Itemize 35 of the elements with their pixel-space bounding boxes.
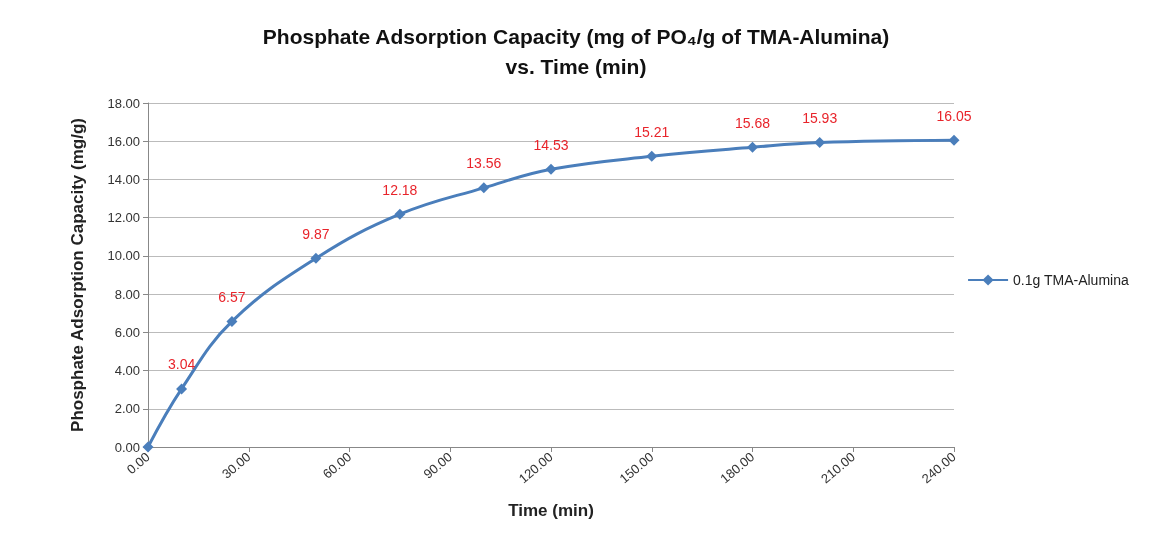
data-label: 3.04 <box>167 356 196 373</box>
point <box>310 252 322 264</box>
point <box>142 441 154 453</box>
data-label: 9.87 <box>302 225 330 242</box>
legend-label: 0.1g TMA-Alumina <box>1013 272 1129 288</box>
y-tick-label: 0.00 <box>114 439 140 455</box>
point <box>545 163 557 175</box>
point <box>747 141 758 153</box>
data-label: 14.53 <box>533 136 569 153</box>
point <box>478 182 490 194</box>
data-label: 16.05 <box>936 107 972 124</box>
data-label: 6.57 <box>218 288 246 305</box>
data-label: 15.21 <box>634 123 670 140</box>
x-axis-title: Time (min) <box>508 501 594 520</box>
point <box>814 137 826 149</box>
point <box>226 315 238 327</box>
point <box>948 134 960 146</box>
y-tick-label: 12.00 <box>107 210 140 226</box>
data-label: 12.18 <box>382 181 418 198</box>
point <box>646 150 658 162</box>
data-label: 15.68 <box>734 114 771 131</box>
y-tick-label: 8.00 <box>114 286 140 302</box>
y-tick-label: 6.00 <box>114 324 140 340</box>
data-label: 15.93 <box>802 110 838 127</box>
chart-title: Phosphate Adsorption Capacity (mg of PO₄/g of TMA-Alumina) vs. Time (min) <box>262 24 890 78</box>
y-axis-title: Phosphate Adsorption Capacity (mg/g) <box>68 118 87 432</box>
y-tick-label: 14.00 <box>107 171 140 187</box>
data-label: 13.56 <box>466 155 502 172</box>
y-tick-label: 4.00 <box>114 363 140 379</box>
point <box>176 383 188 395</box>
y-tick-label: 2.00 <box>114 401 140 417</box>
y-tick-label: 10.00 <box>107 248 140 264</box>
y-tick-label: 18.00 <box>107 95 140 111</box>
point <box>394 208 406 220</box>
y-tick-label: 16.00 <box>107 133 140 149</box>
